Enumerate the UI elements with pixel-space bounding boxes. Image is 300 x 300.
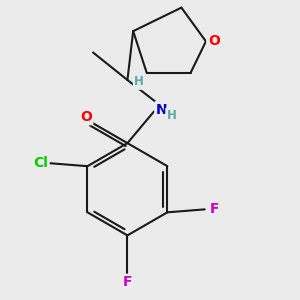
Text: F: F [123,275,132,290]
Text: H: H [167,109,176,122]
Text: O: O [80,110,92,124]
Text: N: N [156,103,168,117]
Text: F: F [210,202,219,216]
Text: O: O [208,34,220,48]
Text: Cl: Cl [33,156,48,170]
Text: H: H [134,75,144,88]
